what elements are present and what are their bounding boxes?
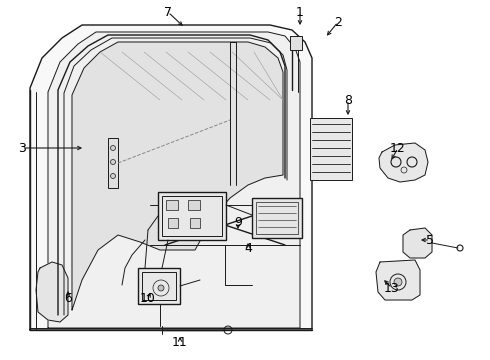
Bar (190, 218, 200, 228)
Polygon shape (48, 32, 300, 328)
Text: 13: 13 (384, 282, 400, 294)
Text: 10: 10 (140, 292, 156, 305)
Polygon shape (376, 260, 420, 300)
Polygon shape (379, 143, 428, 182)
Polygon shape (403, 228, 432, 258)
Circle shape (158, 285, 164, 291)
Polygon shape (72, 42, 283, 310)
Bar (256, 202, 298, 234)
Bar (138, 268, 180, 304)
Text: 9: 9 (234, 216, 242, 229)
Bar (252, 198, 302, 238)
Text: 6: 6 (64, 292, 72, 305)
Text: 7: 7 (164, 5, 172, 18)
Bar (158, 192, 226, 240)
Bar (142, 272, 176, 300)
Text: 3: 3 (18, 141, 26, 154)
Text: 12: 12 (390, 141, 406, 154)
Circle shape (111, 174, 116, 179)
Text: 2: 2 (334, 15, 342, 28)
Text: 8: 8 (344, 94, 352, 107)
Text: 5: 5 (426, 234, 434, 247)
Polygon shape (36, 262, 68, 322)
Circle shape (111, 159, 116, 165)
Bar (168, 218, 178, 228)
Text: 1: 1 (296, 5, 304, 18)
Bar (166, 200, 178, 210)
Circle shape (394, 278, 402, 286)
Text: 4: 4 (244, 242, 252, 255)
Circle shape (111, 145, 116, 150)
Bar (108, 138, 118, 188)
Bar (162, 196, 222, 236)
Polygon shape (30, 25, 312, 330)
Bar (290, 36, 302, 50)
Bar (188, 200, 200, 210)
Bar (310, 118, 352, 180)
Text: 11: 11 (172, 336, 188, 348)
